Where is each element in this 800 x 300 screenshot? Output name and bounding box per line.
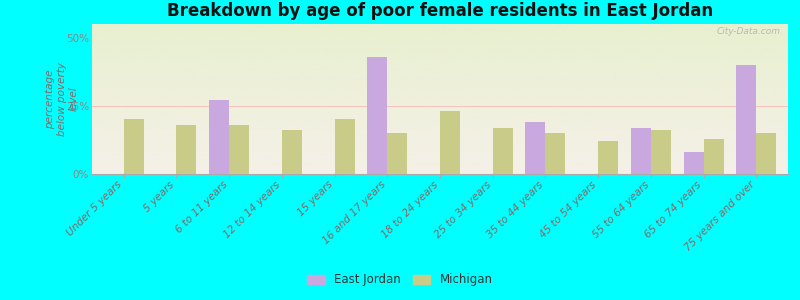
- Bar: [631, 128, 651, 174]
- Bar: [176, 125, 197, 174]
- Bar: [229, 125, 249, 174]
- Y-axis label: percentage
below poverty
level: percentage below poverty level: [46, 62, 78, 136]
- Bar: [334, 119, 354, 174]
- Bar: [736, 65, 756, 174]
- Bar: [387, 133, 407, 174]
- Bar: [209, 100, 229, 174]
- Bar: [526, 122, 546, 174]
- Bar: [367, 57, 387, 174]
- Bar: [124, 119, 144, 174]
- Bar: [756, 133, 777, 174]
- Bar: [282, 130, 302, 174]
- Bar: [493, 128, 513, 174]
- Text: City-Data.com: City-Data.com: [717, 27, 781, 36]
- Bar: [546, 133, 566, 174]
- Bar: [440, 111, 460, 174]
- Title: Breakdown by age of poor female residents in East Jordan: Breakdown by age of poor female resident…: [167, 2, 713, 20]
- Bar: [704, 139, 724, 174]
- Legend: East Jordan, Michigan: East Jordan, Michigan: [302, 269, 498, 291]
- Bar: [651, 130, 671, 174]
- Bar: [598, 141, 618, 174]
- Bar: [683, 152, 704, 174]
